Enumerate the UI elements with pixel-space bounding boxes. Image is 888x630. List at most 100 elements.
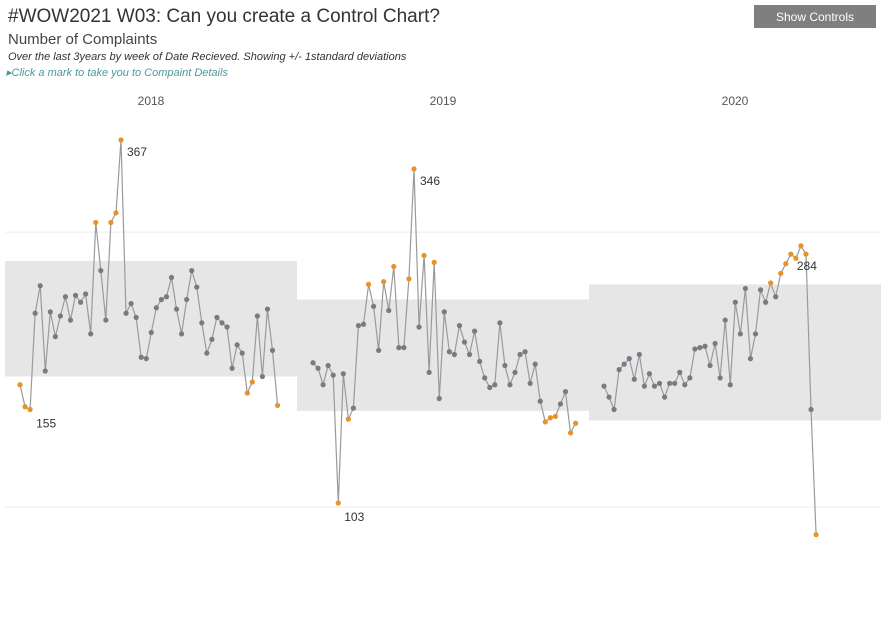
data-point[interactable]: [254, 313, 260, 319]
data-point-outlier[interactable]: [788, 251, 794, 257]
data-point-outlier[interactable]: [778, 270, 784, 276]
data-point[interactable]: [229, 365, 235, 371]
data-point[interactable]: [636, 351, 642, 358]
data-point[interactable]: [717, 375, 723, 381]
data-point[interactable]: [773, 294, 779, 300]
data-point[interactable]: [502, 362, 508, 369]
data-point[interactable]: [371, 303, 377, 309]
data-point-outlier[interactable]: [27, 406, 33, 413]
data-point[interactable]: [57, 313, 64, 319]
data-point[interactable]: [712, 340, 718, 347]
data-point[interactable]: [184, 296, 190, 303]
data-point[interactable]: [386, 307, 392, 314]
data-point[interactable]: [219, 320, 225, 326]
data-point[interactable]: [527, 380, 533, 386]
data-point[interactable]: [269, 347, 276, 353]
data-point[interactable]: [416, 324, 422, 330]
data-point[interactable]: [179, 331, 185, 337]
data-point[interactable]: [158, 296, 164, 303]
data-point[interactable]: [194, 284, 200, 290]
data-point[interactable]: [67, 317, 74, 323]
data-point[interactable]: [446, 349, 452, 355]
data-point-outlier[interactable]: [22, 404, 28, 410]
data-point-outlier[interactable]: [573, 420, 579, 426]
click-hint-link[interactable]: ▸Click a mark to take you to Compaint De…: [6, 67, 228, 79]
data-point[interactable]: [456, 323, 463, 329]
data-point[interactable]: [325, 362, 331, 369]
data-point[interactable]: [47, 309, 53, 315]
data-point[interactable]: [682, 382, 688, 388]
data-point[interactable]: [264, 306, 271, 312]
data-point[interactable]: [451, 351, 457, 358]
data-point-outlier[interactable]: [391, 263, 397, 270]
data-point-outlier[interactable]: [381, 279, 387, 285]
data-point[interactable]: [677, 369, 683, 375]
data-point-outlier[interactable]: [421, 252, 427, 259]
data-point[interactable]: [702, 343, 708, 349]
data-point[interactable]: [752, 331, 759, 337]
data-point[interactable]: [732, 299, 738, 305]
data-point[interactable]: [461, 339, 468, 345]
data-point-outlier[interactable]: [547, 415, 553, 421]
data-point[interactable]: [763, 299, 769, 305]
data-point[interactable]: [350, 405, 356, 411]
data-point-outlier[interactable]: [93, 219, 99, 226]
data-point[interactable]: [757, 287, 764, 293]
data-point-outlier[interactable]: [108, 219, 114, 226]
data-point-outlier[interactable]: [411, 166, 417, 172]
data-point[interactable]: [376, 347, 382, 353]
data-point[interactable]: [103, 317, 109, 323]
data-point[interactable]: [78, 299, 84, 305]
data-point[interactable]: [472, 328, 478, 334]
data-point[interactable]: [601, 383, 607, 389]
data-point[interactable]: [707, 362, 713, 369]
data-point[interactable]: [692, 346, 698, 352]
data-point[interactable]: [98, 268, 104, 274]
data-point[interactable]: [163, 294, 170, 300]
data-point[interactable]: [662, 394, 668, 400]
data-point[interactable]: [522, 349, 528, 355]
data-point-outlier[interactable]: [431, 259, 437, 265]
data-point[interactable]: [204, 350, 210, 356]
data-point[interactable]: [441, 309, 447, 315]
data-point[interactable]: [646, 371, 653, 377]
data-point[interactable]: [37, 283, 43, 289]
data-point-outlier[interactable]: [803, 251, 809, 257]
data-point[interactable]: [808, 406, 814, 413]
data-point[interactable]: [123, 310, 129, 316]
data-point[interactable]: [32, 310, 38, 316]
data-point[interactable]: [330, 372, 336, 378]
data-point[interactable]: [727, 382, 733, 388]
data-point[interactable]: [143, 356, 149, 362]
data-point-outlier[interactable]: [542, 419, 548, 425]
data-point[interactable]: [517, 351, 523, 358]
data-point[interactable]: [667, 380, 673, 386]
data-point-outlier[interactable]: [345, 416, 351, 422]
data-point[interactable]: [224, 324, 230, 330]
data-point[interactable]: [128, 301, 134, 307]
data-point[interactable]: [512, 369, 518, 375]
data-point[interactable]: [656, 380, 663, 386]
data-point[interactable]: [199, 320, 205, 326]
data-point-outlier[interactable]: [335, 500, 341, 506]
data-point[interactable]: [507, 382, 513, 388]
data-point[interactable]: [426, 369, 432, 375]
data-point-outlier[interactable]: [365, 281, 372, 287]
data-point[interactable]: [173, 306, 180, 312]
data-point[interactable]: [396, 345, 402, 351]
data-point-outlier[interactable]: [17, 382, 23, 388]
data-point[interactable]: [209, 336, 215, 342]
data-point[interactable]: [153, 305, 159, 311]
show-controls-button[interactable]: Show Controls: [754, 5, 876, 28]
data-point[interactable]: [626, 356, 632, 362]
data-point[interactable]: [557, 401, 564, 407]
data-point[interactable]: [259, 373, 265, 380]
data-point[interactable]: [487, 384, 493, 391]
data-point[interactable]: [497, 320, 503, 326]
data-point-outlier[interactable]: [768, 280, 774, 286]
data-point[interactable]: [641, 383, 648, 389]
data-point[interactable]: [631, 376, 637, 382]
data-point[interactable]: [83, 291, 89, 297]
data-point[interactable]: [687, 375, 693, 381]
data-point[interactable]: [310, 360, 316, 366]
